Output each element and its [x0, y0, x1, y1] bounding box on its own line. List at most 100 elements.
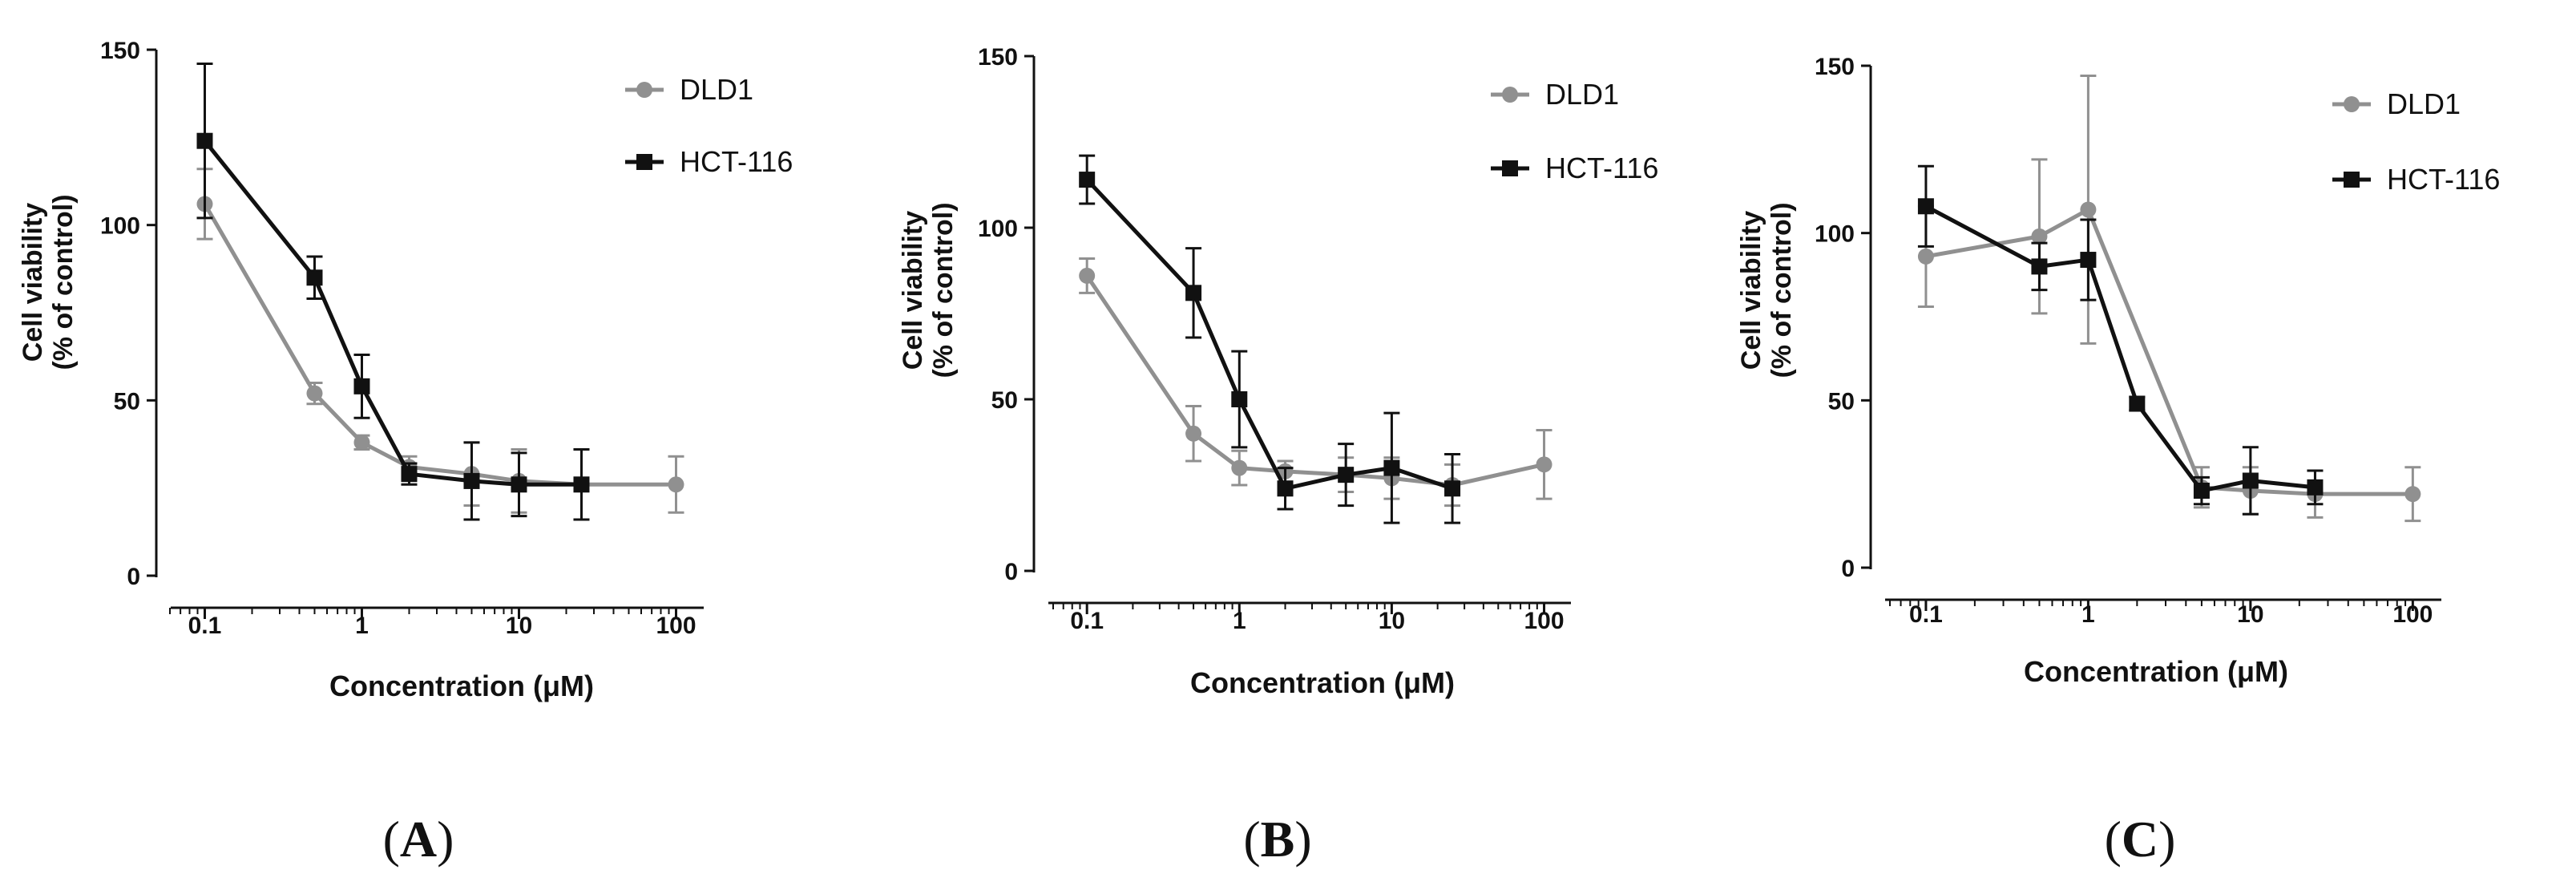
legend-marker-dld1 [636, 82, 652, 98]
y-tick-label: 0 [127, 564, 140, 590]
data-point-hct116 [1231, 391, 1248, 407]
x-axis-title: Concentration (μM) [1190, 666, 1455, 699]
legend-marker-dld1 [2344, 96, 2360, 112]
data-point-dld1 [1079, 267, 1096, 284]
data-point-hct116 [2193, 483, 2210, 500]
y-tick-label: 150 [1815, 54, 1855, 80]
data-point-hct116 [2307, 479, 2324, 496]
data-point-dld1 [1185, 425, 1202, 442]
panel-label-letter: A [400, 811, 437, 868]
series-line-dld1 [203, 203, 676, 487]
data-point-dld1 [668, 476, 684, 493]
data-point-hct116 [401, 466, 418, 483]
x-axis-title: Concentration (μM) [329, 669, 594, 702]
panel-label: (B) [1243, 811, 1311, 868]
x-tick-label: 10 [2237, 601, 2263, 628]
series-line-hct116 [203, 140, 582, 487]
y-tick-label: 50 [991, 387, 1018, 414]
data-point-hct116 [353, 378, 370, 394]
x-tick-label: 100 [1524, 608, 1564, 634]
panel-label-open: ( [383, 811, 400, 868]
y-tick-label: 50 [1828, 388, 1855, 415]
data-point-hct116 [2031, 258, 2048, 275]
legend: DLD1 HCT-116 [625, 73, 793, 178]
legend-label-hct116: HCT-116 [1545, 152, 1658, 184]
panel-label-letter: B [1261, 811, 1295, 868]
data-point-hct116 [1383, 459, 1400, 476]
data-point-dld1 [2404, 486, 2421, 503]
x-tick-label: 0.1 [188, 613, 222, 639]
data-point-hct116 [573, 476, 590, 493]
y-tick-label: 100 [100, 213, 140, 240]
legend: DLD1 HCT-116 [1491, 78, 1658, 184]
y-axis-title-line1: Cell viability [18, 203, 48, 362]
legend-label-dld1: DLD1 [680, 73, 753, 106]
data-point-hct116 [1079, 172, 1096, 188]
y-axis-title-line1: Cell viability [898, 211, 928, 370]
data-point-hct116 [2242, 472, 2259, 489]
data-point-hct116 [1277, 480, 1294, 497]
data-point-dld1 [306, 385, 323, 402]
data-point-hct116 [2129, 395, 2146, 412]
legend-marker-hct116 [636, 154, 652, 170]
data-point-dld1 [1917, 248, 1934, 265]
x-axis-title: Concentration (μM) [2024, 655, 2288, 688]
x-tick-label: 10 [1379, 608, 1405, 634]
panel-label: (A) [383, 811, 454, 868]
x-tick-label: 0.1 [1909, 601, 1943, 628]
data-point-hct116 [306, 269, 323, 286]
legend-label-hct116: HCT-116 [680, 145, 793, 178]
panel-label: (C) [2105, 811, 2176, 868]
data-point-hct116 [2080, 252, 2097, 269]
y-tick-label: 100 [1815, 221, 1855, 248]
data-point-hct116 [196, 132, 213, 149]
panel-label-close: ) [437, 811, 454, 868]
data-point-hct116 [1185, 285, 1202, 301]
data-point-hct116 [1338, 467, 1355, 483]
x-tick-label: 1 [2081, 601, 2095, 628]
x-tick-label: 1 [355, 613, 369, 639]
panel-a: Cell viability (% of control) Concentrat… [18, 38, 793, 868]
data-point-dld1 [1231, 459, 1248, 476]
y-tick-label: 100 [978, 216, 1018, 242]
legend-marker-dld1 [1502, 87, 1518, 103]
data-point-dld1 [2080, 201, 2097, 218]
panel-label-close: ) [1294, 811, 1311, 868]
x-tick-label: 100 [656, 613, 696, 639]
data-point-dld1 [1536, 456, 1552, 473]
data-point-dld1 [2031, 228, 2048, 245]
panel-c: Cell viability (% of control) Concentrat… [1736, 54, 2500, 868]
legend-label-dld1: DLD1 [2387, 87, 2461, 120]
data-point-hct116 [463, 472, 480, 489]
data-point-dld1 [353, 434, 370, 451]
y-axis-title-line2: (% of control) [928, 202, 959, 378]
data-point-hct116 [511, 476, 527, 493]
legend-marker-hct116 [2344, 172, 2360, 188]
series-line-dld1 [1925, 207, 2413, 496]
panel-label-open: ( [1243, 811, 1260, 868]
x-tick-label: 1 [1233, 608, 1246, 634]
legend-label-dld1: DLD1 [1545, 78, 1619, 111]
y-axis-title-line2: (% of control) [48, 194, 79, 370]
y-tick-label: 150 [100, 38, 140, 64]
panel-label-open: ( [2105, 811, 2122, 868]
y-axis-title-line2: (% of control) [1766, 202, 1797, 378]
x-tick-label: 0.1 [1070, 608, 1104, 634]
data-point-hct116 [1917, 198, 1934, 215]
legend-marker-hct116 [1502, 160, 1518, 176]
legend-label-hct116: HCT-116 [2387, 163, 2500, 196]
y-tick-label: 50 [114, 388, 140, 415]
data-point-hct116 [1444, 480, 1461, 497]
y-tick-label: 150 [978, 44, 1018, 71]
panel-b: Cell viability (% of control) Concentrat… [898, 44, 1658, 868]
x-tick-label: 10 [506, 613, 532, 639]
x-tick-label: 100 [2392, 601, 2433, 628]
series-line-hct116 [1085, 178, 1453, 491]
y-axis-title-line1: Cell viability [1736, 211, 1766, 370]
series-line-dld1 [1085, 274, 1545, 487]
panel-label-letter: C [2122, 811, 2158, 868]
legend: DLD1 HCT-116 [2332, 87, 2500, 196]
y-tick-label: 0 [1004, 559, 1018, 585]
y-tick-label: 0 [1841, 556, 1855, 582]
